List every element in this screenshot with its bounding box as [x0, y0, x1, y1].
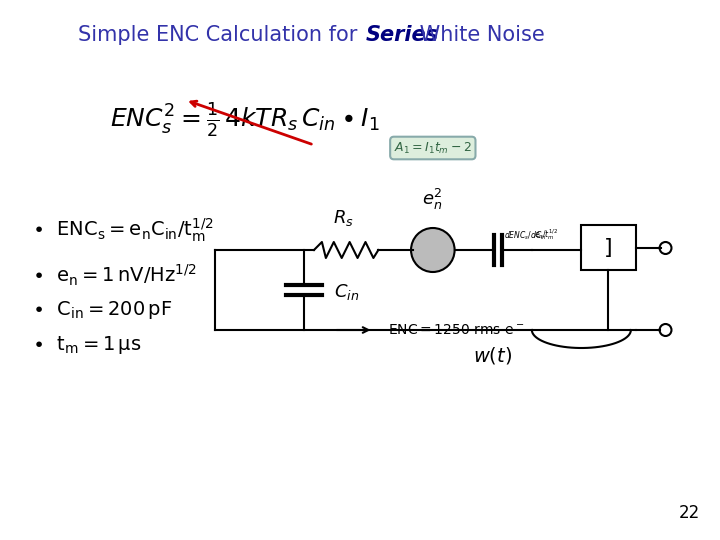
Text: Simple ENC Calculation for: Simple ENC Calculation for [78, 25, 364, 45]
Text: ]: ] [604, 238, 613, 258]
Text: $dENC_s/dC_{in}$: $dENC_s/dC_{in}$ [504, 230, 547, 242]
Text: Series: Series [366, 25, 438, 45]
Text: $R_s$: $R_s$ [333, 208, 354, 228]
Text: $\bullet$  $\mathrm{t_m = 1\,\mu s}$: $\bullet$ $\mathrm{t_m = 1\,\mu s}$ [32, 334, 141, 356]
Text: $e_n^2$: $e_n^2$ [423, 187, 443, 212]
Circle shape [411, 228, 454, 272]
Text: White Noise: White Noise [413, 25, 545, 45]
Text: $e_n/t_m^{1/2}$: $e_n/t_m^{1/2}$ [534, 227, 558, 242]
Text: $w(t)$: $w(t)$ [472, 345, 512, 366]
Text: $C_{in}$: $C_{in}$ [334, 282, 359, 302]
Circle shape [660, 242, 672, 254]
Text: $\mathrm{ENC=1250\ rms\ e^-}$: $\mathrm{ENC=1250\ rms\ e^-}$ [388, 323, 525, 337]
Circle shape [660, 324, 672, 336]
Text: $ENC_s^2 = \frac{1}{2} \, 4kTR_s \, C_{in} \bullet I_1$: $ENC_s^2 = \frac{1}{2} \, 4kTR_s \, C_{i… [109, 101, 379, 139]
Text: $\bullet$  $\mathrm{e_n = 1\,nV/Hz^{1/2}}$: $\bullet$ $\mathrm{e_n = 1\,nV/Hz^{1/2}}… [32, 262, 197, 288]
Text: $\bullet$  $\mathrm{C_{in} = 200\,pF}$: $\bullet$ $\mathrm{C_{in} = 200\,pF}$ [32, 299, 172, 321]
Text: $A_1 = I_1 t_m - 2$: $A_1 = I_1 t_m - 2$ [394, 140, 472, 156]
Text: $\bullet$  $\mathrm{ENC_s = e_n C_{in}/t_m^{1/2}}$: $\bullet$ $\mathrm{ENC_s = e_n C_{in}/t_… [32, 217, 213, 244]
Bar [581, 225, 636, 270]
Text: 22: 22 [679, 504, 700, 522]
